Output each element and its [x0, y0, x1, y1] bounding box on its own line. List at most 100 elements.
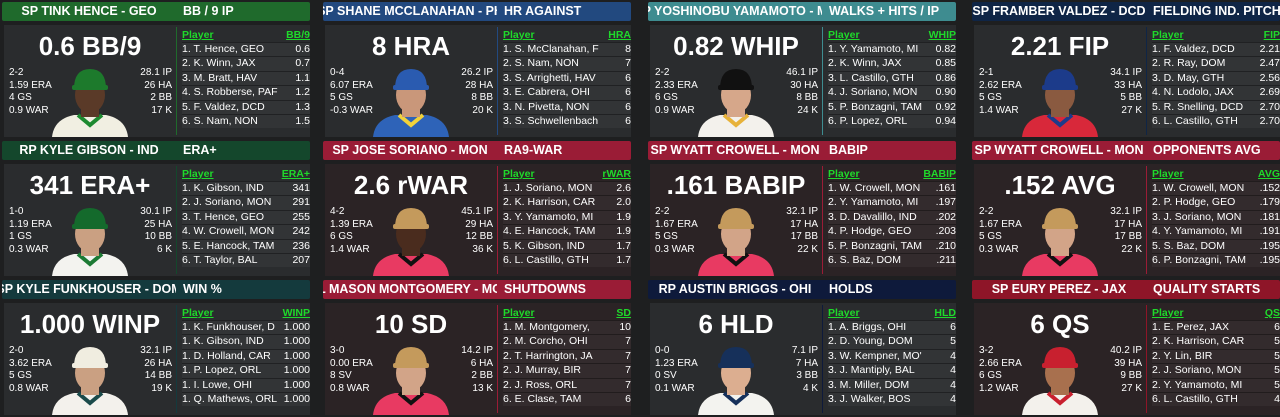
table-row[interactable]: 2. D. Young, DOM 5 — [828, 334, 956, 349]
player-title[interactable]: SP JOSE SORIANO - MON — [332, 143, 488, 157]
table-row[interactable]: 3. Y. Yamamoto, MI 1.9 — [503, 209, 631, 225]
table-row[interactable]: 3. S. Schwellenbach 6 — [503, 113, 631, 129]
table-row[interactable]: 6. L. Castillo, GTH 4 — [1152, 391, 1280, 407]
player-title[interactable]: RP KYLE GIBSON - IND — [19, 143, 159, 157]
table-row[interactable]: 4. S. Robberse, PAF 1.2 — [182, 85, 310, 100]
table-row[interactable]: 4. W. Crowell, MON 242 — [182, 224, 310, 239]
table-row[interactable]: 1. W. Crowell, MON .161 — [828, 181, 956, 196]
leader-card[interactable]: SP SHANE MCCLANAHAN - PH HR AGAINST 8 HR… — [323, 2, 631, 137]
player-title[interactable]: SP EURY PEREZ - JAX — [991, 282, 1127, 296]
table-row[interactable]: 3. S. Arrighetti, HAV 6 — [503, 70, 631, 86]
player-column-header[interactable]: Player — [182, 168, 214, 180]
table-row[interactable]: 6. P. Bonzagni, TAM .195 — [1152, 252, 1280, 268]
table-row[interactable]: 1. J. Soriano, MON 2.6 — [503, 181, 631, 196]
player-column-header[interactable]: Player — [182, 29, 214, 41]
stat-column-header[interactable]: ERA+ — [281, 168, 310, 180]
table-row[interactable]: 3. L. Castillo, GTH 0.86 — [828, 70, 956, 86]
table-row[interactable]: 5. S. Baz, DOM .195 — [1152, 238, 1280, 253]
player-column-header[interactable]: Player — [1152, 29, 1184, 41]
table-row[interactable]: 6. L. Castillo, GTH 1.7 — [503, 252, 631, 268]
table-row[interactable]: 6. S. Nam, NON 1.5 — [182, 113, 310, 129]
player-column-header[interactable]: Player — [1152, 168, 1184, 180]
table-row[interactable]: 1. Q. Mathews, ORL 1.000 — [182, 391, 310, 407]
table-row[interactable]: 1. K. Funkhouser, D 1.000 — [182, 320, 310, 335]
table-row[interactable]: 6. S. Baz, DOM .211 — [828, 252, 956, 268]
table-row[interactable]: 1. W. Crowell, MON .152 — [1152, 181, 1280, 196]
leader-card[interactable]: SP JOSE SORIANO - MON RA9-WAR 2.6 rWAR 4… — [323, 141, 631, 276]
player-column-header[interactable]: Player — [828, 307, 860, 319]
leader-card[interactable]: P YOSHINOBU YAMAMOTO - M WALKS + HITS / … — [648, 2, 956, 137]
table-row[interactable]: 2. K. Winn, JAX 0.85 — [828, 56, 956, 71]
player-title[interactable]: SP KYLE FUNKHOUSER - DOM — [2, 282, 176, 296]
table-row[interactable]: 2. R. Ray, DOM 2.47 — [1152, 56, 1280, 71]
table-row[interactable]: 5. K. Gibson, IND 1.7 — [503, 238, 631, 253]
table-row[interactable]: 3. J. Soriano, MON .181 — [1152, 209, 1280, 225]
stat-column-header[interactable]: SD — [616, 307, 631, 319]
stat-column-header[interactable]: HRA — [608, 29, 631, 41]
table-row[interactable]: 3. D. Davalillo, IND .202 — [828, 209, 956, 225]
table-row[interactable]: 3. E. Cabrera, OHI 6 — [503, 85, 631, 100]
table-row[interactable]: 5. R. Snelling, DCD 2.70 — [1152, 99, 1280, 114]
player-title[interactable]: P YOSHINOBU YAMAMOTO - M — [648, 4, 822, 18]
player-column-header[interactable]: Player — [1152, 307, 1184, 319]
table-row[interactable]: 2. Y. Yamamoto, MI 5 — [1152, 377, 1280, 392]
leader-card[interactable]: SP TINK HENCE - GEO BB / 9 IP 0.6 BB/9 2… — [2, 2, 310, 137]
table-row[interactable]: 1. M. Montgomery, 10 — [503, 320, 631, 335]
player-column-header[interactable]: Player — [828, 168, 860, 180]
player-column-header[interactable]: Player — [503, 29, 535, 41]
leader-card[interactable]: L MASON MONTGOMERY - MO SHUTDOWNS 10 SD … — [323, 280, 631, 415]
table-row[interactable]: 6. T. Taylor, BAL 207 — [182, 252, 310, 268]
leader-card[interactable]: RP KYLE GIBSON - IND ERA+ 341 ERA+ 1-0 1.… — [2, 141, 310, 276]
player-title[interactable]: SP FRAMBER VALDEZ - DCD — [972, 4, 1146, 18]
table-row[interactable]: 2. M. Corcho, OHI 7 — [503, 334, 631, 349]
player-title[interactable]: RP AUSTIN BRIGGS - OHI — [658, 282, 812, 296]
table-row[interactable]: 3. D. May, GTH 2.56 — [1152, 70, 1280, 86]
table-row[interactable]: 1. K. Gibson, IND 1.000 — [182, 334, 310, 349]
player-column-header[interactable]: Player — [503, 307, 535, 319]
table-row[interactable]: 2. K. Winn, JAX 0.7 — [182, 56, 310, 71]
stat-column-header[interactable]: WHIP — [928, 29, 956, 41]
stat-column-header[interactable]: HLD — [934, 307, 956, 319]
leader-card[interactable]: RP AUSTIN BRIGGS - OHI HOLDS 6 HLD 0-0 1.… — [648, 280, 956, 415]
table-row[interactable]: 3. W. Kempner, MO' 4 — [828, 348, 956, 364]
table-row[interactable]: 2. Y. Yamamoto, MI .197 — [828, 195, 956, 210]
table-row[interactable]: 1. E. Perez, JAX 6 — [1152, 320, 1280, 335]
table-row[interactable]: 3. N. Pivetta, NON 6 — [503, 99, 631, 114]
table-row[interactable]: 5. P. Bonzagni, TAM 0.92 — [828, 99, 956, 114]
stat-column-header[interactable]: QS — [1264, 307, 1280, 319]
player-title[interactable]: SP TINK HENCE - GEO — [21, 4, 157, 18]
player-title[interactable]: SP WYATT CROWELL - MON — [650, 143, 820, 157]
table-row[interactable]: 2. J. Ross, ORL 7 — [503, 377, 631, 392]
table-row[interactable]: 1. F. Valdez, DCD 2.21 — [1152, 42, 1280, 57]
table-row[interactable]: 4. Y. Yamamoto, MI .191 — [1152, 224, 1280, 239]
table-row[interactable]: 5. E. Hancock, TAM 236 — [182, 238, 310, 253]
player-column-header[interactable]: Player — [503, 168, 535, 180]
table-row[interactable]: 1. Y. Yamamoto, MI 0.82 — [828, 42, 956, 57]
table-row[interactable]: 4. P. Hodge, GEO .203 — [828, 224, 956, 239]
table-row[interactable]: 6. E. Clase, TAM 6 — [503, 391, 631, 407]
stat-column-header[interactable]: BABIP — [923, 168, 956, 180]
table-row[interactable]: 1. T. Hence, GEO 0.6 — [182, 42, 310, 57]
table-row[interactable]: 2. S. Nam, NON 7 — [503, 56, 631, 71]
table-row[interactable]: 3. J. Mantiply, BAL 4 — [828, 363, 956, 378]
table-row[interactable]: 3. M. Miller, DOM 4 — [828, 377, 956, 392]
stat-column-header[interactable]: BB/9 — [286, 29, 310, 41]
table-row[interactable]: 1. K. Gibson, IND 341 — [182, 181, 310, 196]
table-row[interactable]: 1. S. McClanahan, F 8 — [503, 42, 631, 57]
table-row[interactable]: 2. P. Hodge, GEO .179 — [1152, 195, 1280, 210]
table-row[interactable]: 6. L. Castillo, GTH 2.70 — [1152, 113, 1280, 129]
table-row[interactable]: 4. N. Lodolo, JAX 2.69 — [1152, 85, 1280, 100]
table-row[interactable]: 3. J. Walker, BOS 4 — [828, 391, 956, 407]
table-row[interactable]: 6. P. Lopez, ORL 0.94 — [828, 113, 956, 129]
player-title[interactable]: SP SHANE MCCLANAHAN - PH — [323, 4, 497, 18]
table-row[interactable]: 2. K. Harrison, CAR 5 — [1152, 334, 1280, 349]
table-row[interactable]: 1. A. Briggs, OHI 6 — [828, 320, 956, 335]
table-row[interactable]: 3. T. Hence, GEO 255 — [182, 209, 310, 225]
leader-card[interactable]: SP FRAMBER VALDEZ - DCD FIELDING IND. PI… — [972, 2, 1280, 137]
table-row[interactable]: 3. M. Bratt, HAV 1.1 — [182, 70, 310, 86]
player-column-header[interactable]: Player — [828, 29, 860, 41]
leader-card[interactable]: SP WYATT CROWELL - MON OPPONENTS AVG .15… — [972, 141, 1280, 276]
table-row[interactable]: 1. D. Holland, CAR 1.000 — [182, 348, 310, 364]
table-row[interactable]: 2. J. Murray, BIR 7 — [503, 363, 631, 378]
stat-column-header[interactable]: WINP — [282, 307, 310, 319]
